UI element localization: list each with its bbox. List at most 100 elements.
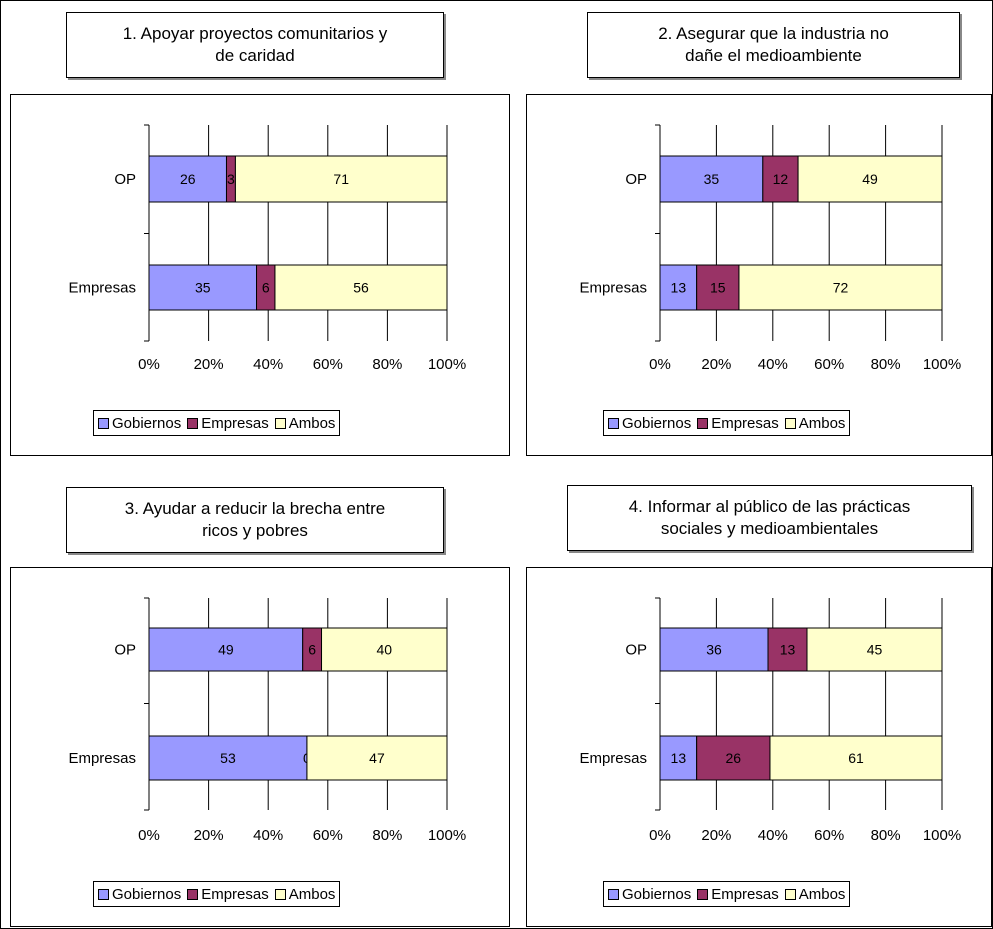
bar-segment-ambos bbox=[806, 627, 943, 672]
bar-segment-ambos bbox=[769, 735, 943, 781]
legend-swatch-empresas bbox=[187, 888, 199, 900]
chart-2-plot: 35 12 49 OP 13 15 72 Empresas 0% 20% 40% 60% 80% 100% bbox=[579, 124, 961, 373]
legend-label: Ambos bbox=[288, 414, 336, 432]
chart-1-legend: Gobiernos Empresas Ambos bbox=[93, 410, 341, 436]
chart-2-title: 2. Asegurar que la industria no dañe el … bbox=[587, 12, 960, 78]
chart-3-plot: 49640OP53047Empresas0%20%40%60%80%100% bbox=[68, 597, 466, 844]
x-tick-label: 60% bbox=[313, 356, 343, 373]
data-label: 12 bbox=[773, 171, 789, 187]
data-label: 13 bbox=[780, 642, 796, 658]
bar-segment-gobiernos bbox=[148, 627, 304, 672]
bar-segment-ambos bbox=[234, 155, 448, 203]
bar-segment-empresas bbox=[762, 155, 799, 203]
chart-1-plot: 26 3 71 OP 35 6 56 Empresas 0% 20% 40% 60% 80% 100% bbox=[68, 124, 466, 373]
data-label: 26 bbox=[726, 750, 742, 766]
legend-label: Empresas bbox=[711, 414, 779, 432]
legend-swatch-gobiernos bbox=[608, 417, 619, 429]
legend-swatch-gobiernos bbox=[98, 417, 109, 429]
chart-2-panel: 35 12 49 OP 13 15 72 Empresas 0% 20% 40% 60% 80% 100%… bbox=[526, 94, 992, 456]
category-label: OP bbox=[114, 171, 136, 188]
chart-3-title: 3. Ayudar a reducir la brecha entre rico… bbox=[66, 487, 444, 553]
legend-item-empresas: Empresas bbox=[187, 415, 269, 432]
x-tick-label: 100% bbox=[923, 356, 961, 373]
x-tick-label: 100% bbox=[428, 356, 466, 373]
data-label: 40 bbox=[376, 642, 392, 658]
chart-4-title: 4. Informar al público de las prácticas … bbox=[567, 485, 972, 551]
x-tick-label: 60% bbox=[313, 827, 343, 844]
chart-1-title: 1. Apoyar proyectos comunitarios y de ca… bbox=[66, 12, 444, 78]
category-label: Empresas bbox=[68, 280, 136, 297]
data-label: 56 bbox=[353, 280, 369, 296]
x-tick-label: 20% bbox=[701, 827, 731, 844]
category-label: OP bbox=[625, 642, 647, 659]
data-label: 53 bbox=[220, 750, 236, 766]
legend-item-gobiernos: Gobiernos bbox=[98, 886, 181, 903]
data-label: 6 bbox=[262, 280, 270, 296]
x-tick-label: 40% bbox=[758, 827, 788, 844]
data-label: 49 bbox=[218, 642, 234, 658]
data-label: 45 bbox=[867, 642, 883, 658]
bar-segment-ambos bbox=[738, 264, 943, 311]
chart-4-plot: 36 13 45 OP 13 26 61 Empresas 0% 20% 40% 60% 80% 100% bbox=[579, 597, 961, 844]
x-tick-label: 60% bbox=[814, 356, 844, 373]
data-label: 61 bbox=[848, 750, 864, 766]
legend-swatch-ambos bbox=[274, 888, 286, 900]
data-label: 49 bbox=[862, 171, 878, 187]
legend-item-ambos: Ambos bbox=[784, 885, 846, 903]
bar-segment-gobiernos bbox=[659, 264, 698, 311]
bar-segment-ambos bbox=[274, 264, 448, 311]
legend-label: Gobiernos bbox=[622, 414, 692, 432]
data-label: 15 bbox=[710, 280, 726, 296]
legend-label: Ambos bbox=[288, 885, 336, 903]
chart-1-panel: 26 3 71 OP 35 6 56 Empresas 0% 20% 40% 60% 80% 100% G… bbox=[10, 94, 510, 456]
legend-swatch-empresas bbox=[187, 417, 199, 429]
legend-swatch-gobiernos bbox=[608, 888, 619, 900]
chart-4-legend: Gobiernos Empresas Ambos bbox=[603, 881, 851, 907]
x-tick-label: 0% bbox=[649, 827, 671, 844]
chart-2-legend: Gobiernos Empresas Ambos bbox=[603, 410, 851, 436]
data-label: 3 bbox=[227, 171, 235, 187]
legend-item-gobiernos: Gobiernos bbox=[608, 415, 691, 432]
x-tick-label: 20% bbox=[701, 356, 731, 373]
category-label: Empresas bbox=[68, 750, 136, 767]
legend-item-ambos: Ambos bbox=[274, 885, 336, 903]
chart-3-panel: 49640OP53047Empresas0%20%40%60%80%100% G… bbox=[10, 567, 510, 927]
data-label: 36 bbox=[706, 642, 722, 658]
data-label: 35 bbox=[704, 171, 720, 187]
x-tick-label: 20% bbox=[194, 356, 224, 373]
x-tick-label: 0% bbox=[649, 356, 671, 373]
legend-item-ambos: Ambos bbox=[274, 414, 336, 432]
legend-label: Ambos bbox=[798, 885, 846, 903]
legend-item-empresas: Empresas bbox=[697, 415, 779, 432]
legend-swatch-empresas bbox=[697, 888, 709, 900]
bar-segment-gobiernos bbox=[659, 735, 698, 781]
legend-item-ambos: Ambos bbox=[784, 415, 845, 432]
category-label: Empresas bbox=[579, 750, 647, 767]
legend-label: Empresas bbox=[201, 414, 269, 432]
bar-segment-ambos bbox=[306, 735, 448, 781]
x-tick-label: 0% bbox=[138, 356, 160, 373]
legend-swatch-ambos bbox=[784, 417, 796, 429]
x-tick-label: 40% bbox=[253, 356, 283, 373]
data-label: 72 bbox=[833, 280, 849, 296]
bar-segment-empresas bbox=[767, 627, 808, 672]
x-tick-label: 80% bbox=[372, 356, 402, 373]
x-tick-label: 80% bbox=[871, 827, 901, 844]
data-label: 47 bbox=[369, 750, 385, 766]
bar-segment-gobiernos bbox=[148, 264, 258, 311]
data-label: 26 bbox=[180, 171, 196, 187]
legend-swatch-ambos bbox=[784, 888, 796, 900]
x-tick-label: 80% bbox=[871, 356, 901, 373]
legend-swatch-gobiernos bbox=[98, 888, 109, 900]
data-label: 13 bbox=[671, 280, 687, 296]
category-label: OP bbox=[114, 642, 136, 659]
x-tick-label: 100% bbox=[923, 827, 961, 844]
legend-label: Empresas bbox=[201, 885, 269, 903]
data-label: 71 bbox=[333, 171, 349, 187]
legend-swatch-empresas bbox=[697, 417, 709, 429]
x-tick-label: 80% bbox=[372, 827, 402, 844]
chart-4-panel: 36 13 45 OP 13 26 61 Empresas 0% 20% 40% 60% 80% 100%… bbox=[526, 567, 992, 927]
data-label: 6 bbox=[308, 642, 316, 658]
legend-item-empresas: Empresas bbox=[697, 886, 779, 903]
legend-swatch-ambos bbox=[274, 417, 286, 429]
